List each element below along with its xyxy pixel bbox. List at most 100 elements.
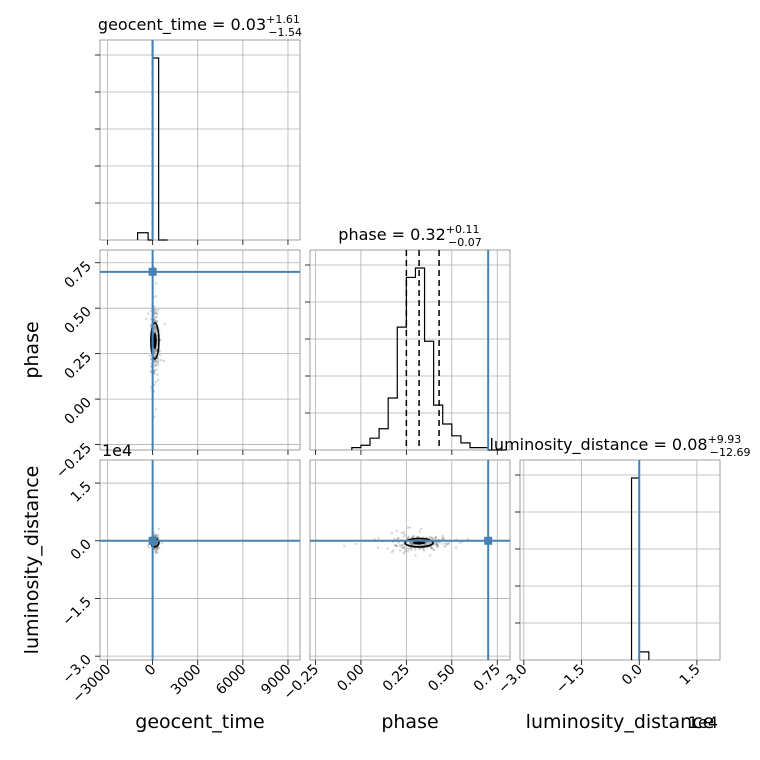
sample-point bbox=[436, 546, 439, 549]
sample-point bbox=[156, 536, 160, 539]
sample-point bbox=[433, 543, 436, 546]
sample-point bbox=[155, 534, 158, 538]
sample-point bbox=[428, 536, 431, 539]
sample-point bbox=[414, 548, 417, 551]
sample-point bbox=[153, 369, 156, 372]
sample-point bbox=[429, 554, 432, 557]
sample-point bbox=[466, 537, 469, 541]
sample-point bbox=[153, 325, 156, 328]
y-axis-label-phase: phase bbox=[21, 321, 43, 378]
sample-point bbox=[154, 550, 157, 554]
sample-point bbox=[409, 541, 412, 544]
sample-point bbox=[156, 378, 160, 382]
sample-point bbox=[153, 308, 156, 311]
sample-point bbox=[154, 311, 158, 314]
sample-point bbox=[377, 536, 380, 540]
sample-point bbox=[404, 550, 408, 553]
sample-point bbox=[154, 364, 157, 367]
sample-point bbox=[155, 348, 158, 351]
panel-frame bbox=[99, 249, 301, 451]
sample-point bbox=[393, 537, 396, 541]
panel-frame bbox=[519, 459, 721, 661]
sample-point bbox=[444, 543, 447, 547]
sample-point bbox=[145, 317, 148, 321]
sample-point bbox=[403, 544, 407, 547]
sample-point bbox=[399, 549, 402, 552]
sample-point bbox=[404, 547, 407, 551]
sample-point bbox=[154, 534, 158, 537]
x-tick-label: 0.25 bbox=[380, 662, 413, 695]
panel-frame bbox=[309, 249, 511, 451]
x-tick-label: 6000 bbox=[213, 662, 250, 699]
sample-point bbox=[435, 542, 438, 545]
sample-point bbox=[154, 551, 158, 555]
panel-frame bbox=[99, 39, 301, 241]
sample-point bbox=[433, 537, 437, 540]
y-tick-label: 0.50 bbox=[61, 304, 94, 337]
sample-point bbox=[419, 527, 423, 531]
truth-marker bbox=[148, 267, 157, 276]
sample-point bbox=[428, 541, 432, 544]
sample-point bbox=[157, 364, 160, 367]
sample-point bbox=[153, 326, 156, 330]
sample-point bbox=[155, 320, 158, 324]
sample-point bbox=[447, 541, 451, 544]
sample-point bbox=[414, 554, 417, 557]
sample-point bbox=[155, 547, 158, 550]
x-axis-label-geocent_time: geocent_time bbox=[135, 711, 264, 733]
sample-point bbox=[412, 543, 415, 546]
sample-point bbox=[454, 546, 458, 549]
sample-point bbox=[156, 548, 159, 551]
x-axis-label-luminosity_distance: luminosity_distance bbox=[526, 711, 715, 733]
sample-point bbox=[154, 349, 158, 353]
title-phase: phase = 0.32+0.11 −0.07 bbox=[338, 223, 481, 249]
sample-point bbox=[156, 308, 160, 312]
x-axis-label-phase: phase bbox=[381, 711, 438, 733]
sample-point bbox=[403, 533, 406, 536]
sample-point bbox=[409, 542, 412, 545]
sample-point bbox=[410, 541, 414, 545]
sample-point bbox=[154, 360, 157, 363]
sample-point bbox=[153, 351, 157, 355]
sample-point bbox=[154, 349, 157, 352]
sample-point bbox=[155, 360, 158, 363]
sample-point bbox=[429, 546, 433, 550]
sample-point bbox=[416, 535, 419, 539]
sample-point bbox=[153, 319, 156, 323]
sample-point bbox=[400, 544, 404, 547]
sample-point bbox=[155, 282, 158, 285]
sample-point bbox=[458, 541, 462, 545]
sample-point bbox=[447, 543, 450, 546]
sample-point bbox=[402, 546, 406, 549]
sample-point bbox=[153, 309, 156, 313]
sample-point bbox=[149, 318, 153, 321]
sample-point bbox=[402, 531, 406, 534]
sample-point bbox=[405, 537, 409, 540]
sample-point bbox=[157, 533, 160, 537]
sample-point bbox=[441, 542, 444, 545]
sample-point bbox=[154, 408, 158, 411]
sample-point bbox=[153, 349, 156, 352]
sample-point bbox=[163, 323, 167, 326]
sample-point bbox=[153, 350, 157, 354]
sample-point bbox=[153, 370, 156, 373]
sample-point bbox=[155, 334, 159, 337]
sample-point bbox=[431, 537, 434, 540]
sample-point bbox=[407, 536, 410, 540]
sample-point bbox=[402, 546, 405, 549]
sample-point bbox=[149, 324, 152, 327]
sample-point bbox=[154, 363, 157, 367]
sample-point bbox=[409, 542, 412, 546]
sample-point bbox=[154, 330, 157, 333]
sample-point bbox=[153, 312, 156, 316]
sample-point bbox=[405, 547, 408, 550]
sample-point bbox=[395, 544, 398, 548]
sample-point bbox=[390, 531, 394, 535]
sample-point bbox=[155, 312, 159, 316]
x-tick-label: −3.0 bbox=[495, 662, 530, 697]
x-offset-label: 1e4 bbox=[688, 713, 718, 732]
sample-point bbox=[154, 352, 157, 356]
sample-point bbox=[400, 545, 403, 548]
sample-point bbox=[429, 545, 432, 549]
